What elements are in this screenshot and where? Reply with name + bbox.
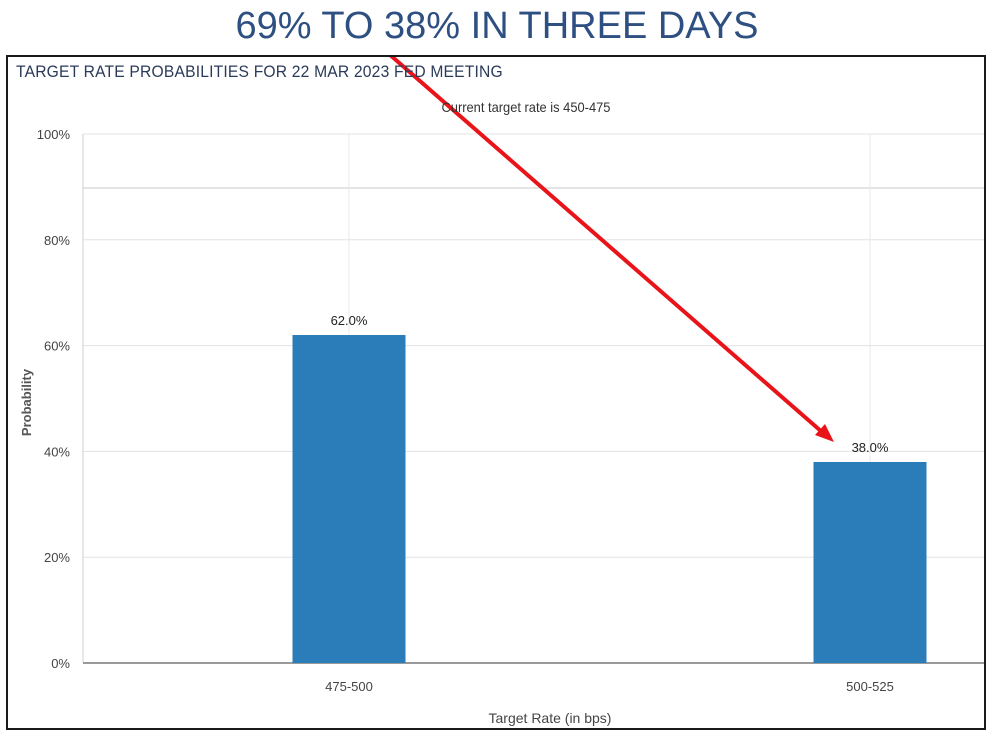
y-tick-label: 80% — [44, 233, 70, 248]
chart-subtitle: Current target rate is 450-475 — [441, 99, 611, 115]
y-tick-label: 0% — [51, 656, 70, 671]
x-axis-label: Target Rate (in bps) — [489, 710, 612, 726]
annotation-arrow-head — [815, 424, 834, 442]
annotation-arrow-shaft — [389, 57, 824, 434]
y-tick-label: 100% — [37, 127, 71, 142]
chart-title: TARGET RATE PROBABILITIES FOR 22 MAR 202… — [16, 62, 503, 81]
y-tick-label: 20% — [44, 550, 70, 565]
y-tick-label: 40% — [44, 444, 70, 459]
chart-frame: 0% 20% 40% 60% 80% 100% 62.0% 475-500 38.0% 500-5… — [6, 55, 986, 730]
x-tick-label: 500-525 — [846, 679, 894, 694]
y-tick-label: 60% — [44, 339, 70, 354]
bar-data-label: 38.0% — [852, 440, 889, 455]
y-axis-label: Probability — [19, 368, 34, 436]
x-tick-label: 475-500 — [325, 679, 373, 694]
headline-title: 69% TO 38% IN THREE DAYS — [235, 5, 759, 47]
bar-data-label: 62.0% — [331, 313, 368, 328]
bar — [813, 461, 927, 663]
bar-chart: 0% 20% 40% 60% 80% 100% 62.0% 475-500 38.0% 500-5… — [19, 57, 984, 726]
bar — [292, 335, 406, 663]
